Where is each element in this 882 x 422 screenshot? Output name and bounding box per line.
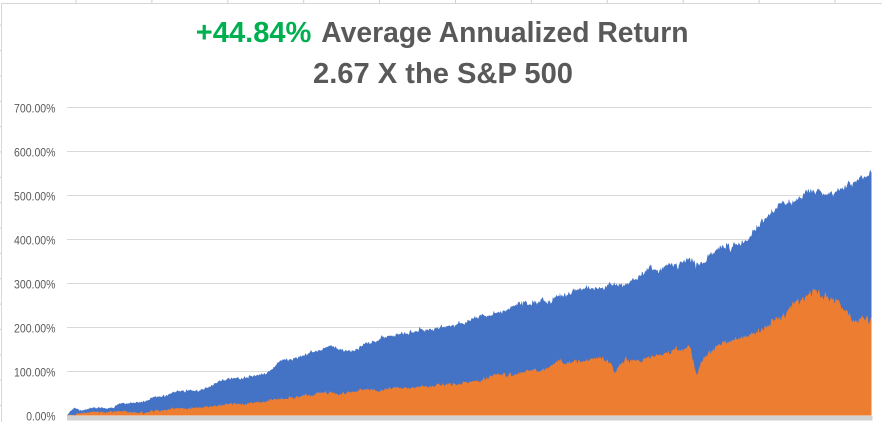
svg-text:300.00%: 300.00%: [14, 278, 56, 292]
svg-text:400.00%: 400.00%: [14, 234, 56, 248]
svg-text:Average Annualized Return: Average Annualized Return: [321, 17, 688, 49]
svg-text:100.00%: 100.00%: [14, 366, 56, 380]
svg-text:500.00%: 500.00%: [14, 190, 56, 204]
svg-text:200.00%: 200.00%: [14, 322, 56, 336]
svg-text:700.00%: 700.00%: [14, 102, 56, 116]
svg-text:600.00%: 600.00%: [14, 146, 56, 160]
svg-text:0.00%: 0.00%: [26, 410, 55, 422]
svg-text:+44.84%: +44.84%: [196, 17, 312, 49]
svg-text:2.67 X the S&P 500: 2.67 X the S&P 500: [313, 58, 573, 90]
